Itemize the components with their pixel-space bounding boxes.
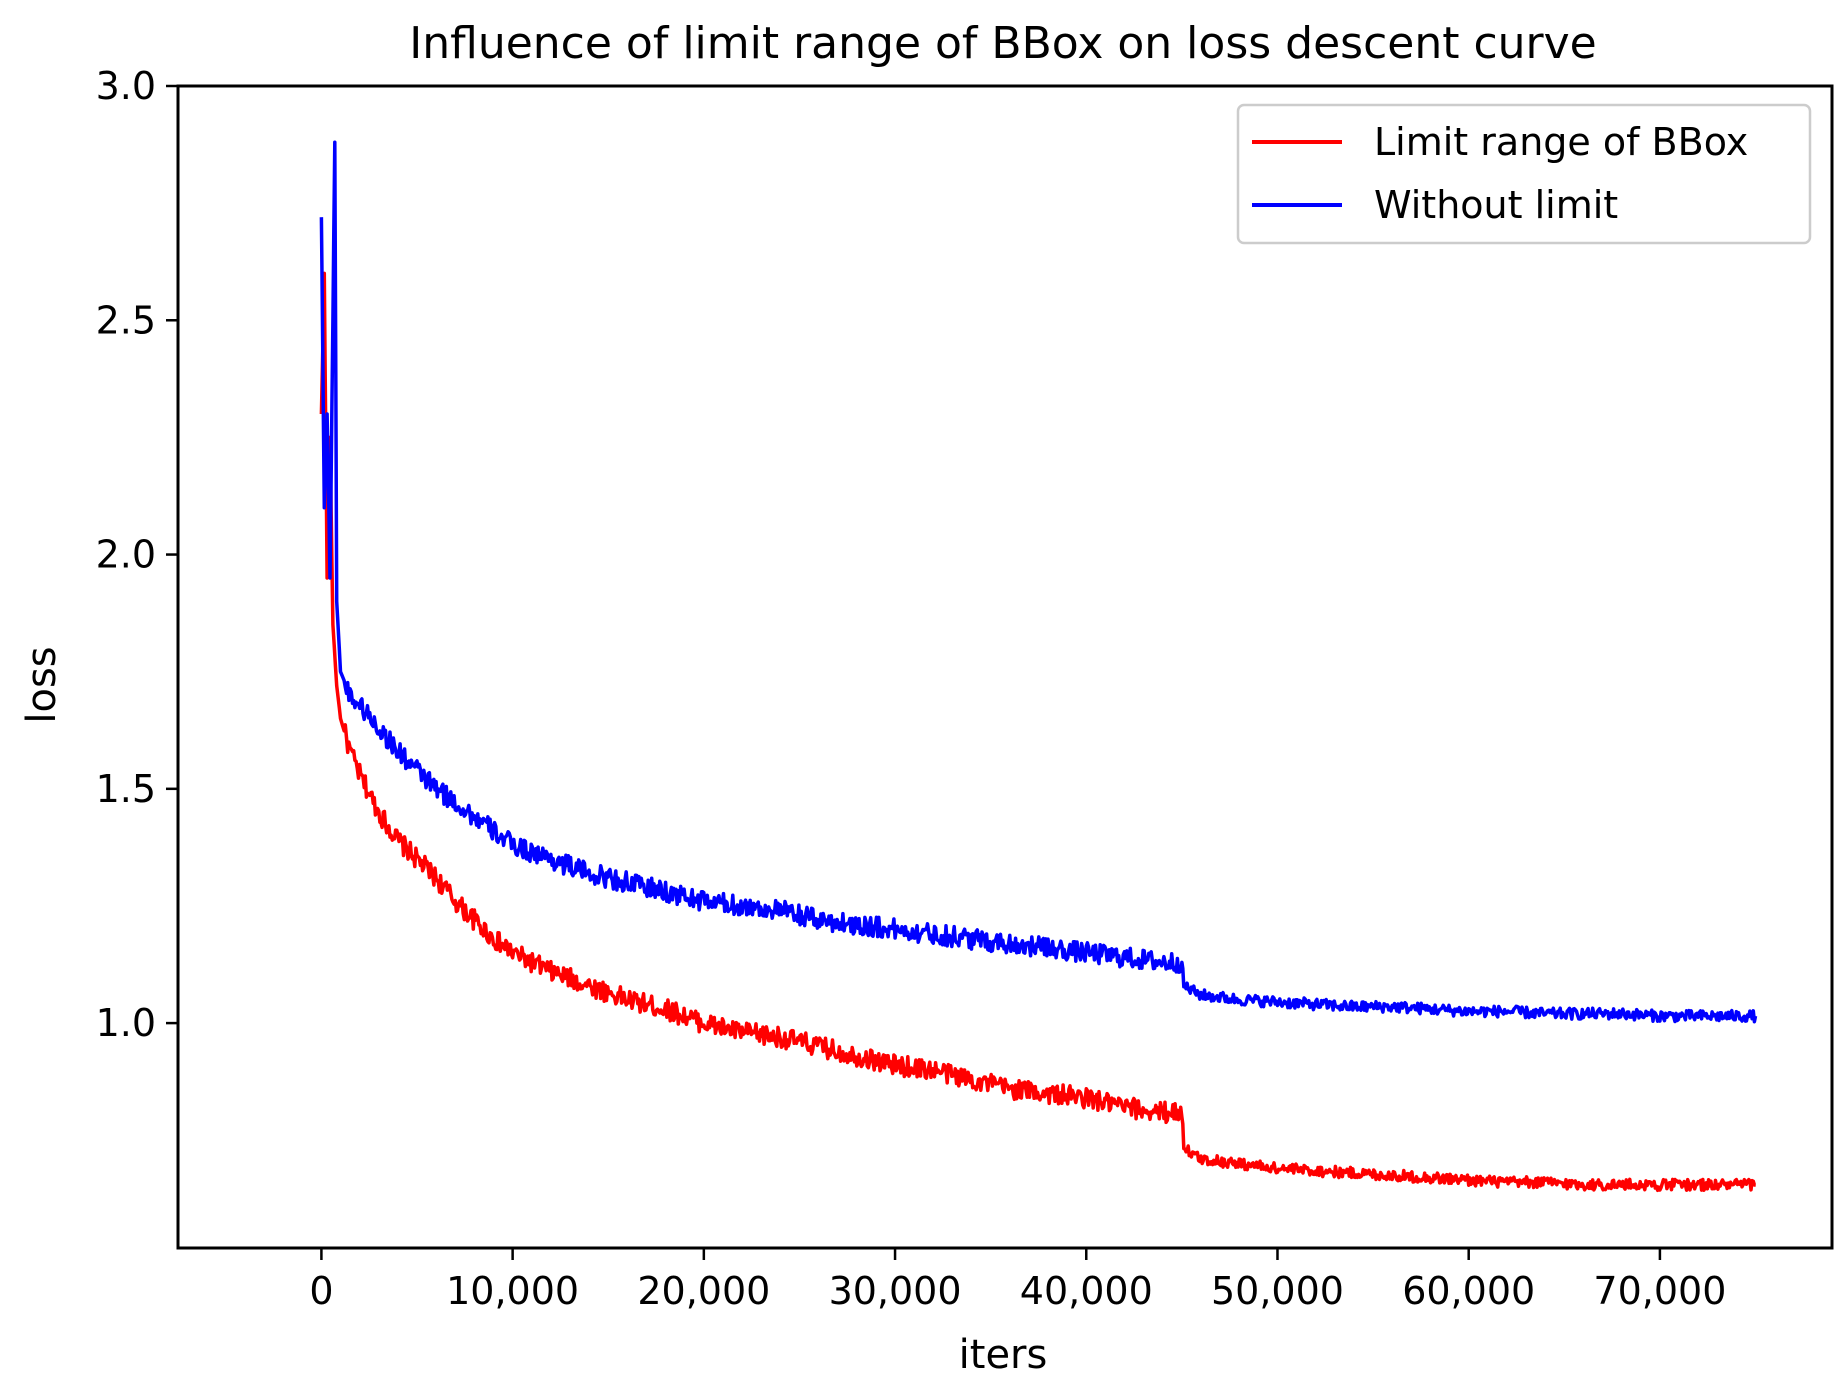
chart-title: Influence of limit range of BBox on loss… <box>409 18 1596 69</box>
y-tick-label: 3.0 <box>96 64 156 108</box>
y-tick-label: 2.0 <box>96 533 156 577</box>
x-axis: 0 10,000 20,000 30,000 40,000 50,000 60,000 70,… <box>309 1248 1726 1313</box>
y-tick-label: 1.0 <box>96 1001 156 1045</box>
x-tick-label: 30,000 <box>829 1269 962 1313</box>
legend-label: Limit range of BBox <box>1374 120 1748 164</box>
x-tick-label: 40,000 <box>1020 1269 1153 1313</box>
x-tick-label: 0 <box>309 1269 333 1313</box>
axes-frame <box>176 84 1834 1250</box>
y-axis: 1.0 1.5 2.0 2.5 3.0 <box>96 64 178 1045</box>
x-tick-label: 20,000 <box>637 1269 770 1313</box>
y-tick-label: 1.5 <box>96 767 156 811</box>
x-tick-label: 60,000 <box>1402 1269 1535 1313</box>
x-axis-label: iters <box>959 1332 1048 1378</box>
x-tick-label: 50,000 <box>1211 1269 1344 1313</box>
legend-box <box>1236 103 1812 245</box>
y-axis-label: loss <box>19 646 65 723</box>
series-layer <box>319 140 1758 1193</box>
x-tick-label: 70,000 <box>1593 1269 1726 1313</box>
series-line-limit-range <box>319 271 1757 1193</box>
x-tick-label: 10,000 <box>446 1269 579 1313</box>
legend: Limit range of BBox Without limit <box>1236 103 1812 245</box>
legend-label: Without limit <box>1374 183 1618 227</box>
y-tick-label: 2.5 <box>96 298 156 342</box>
series-line-without-limit <box>319 140 1758 1024</box>
